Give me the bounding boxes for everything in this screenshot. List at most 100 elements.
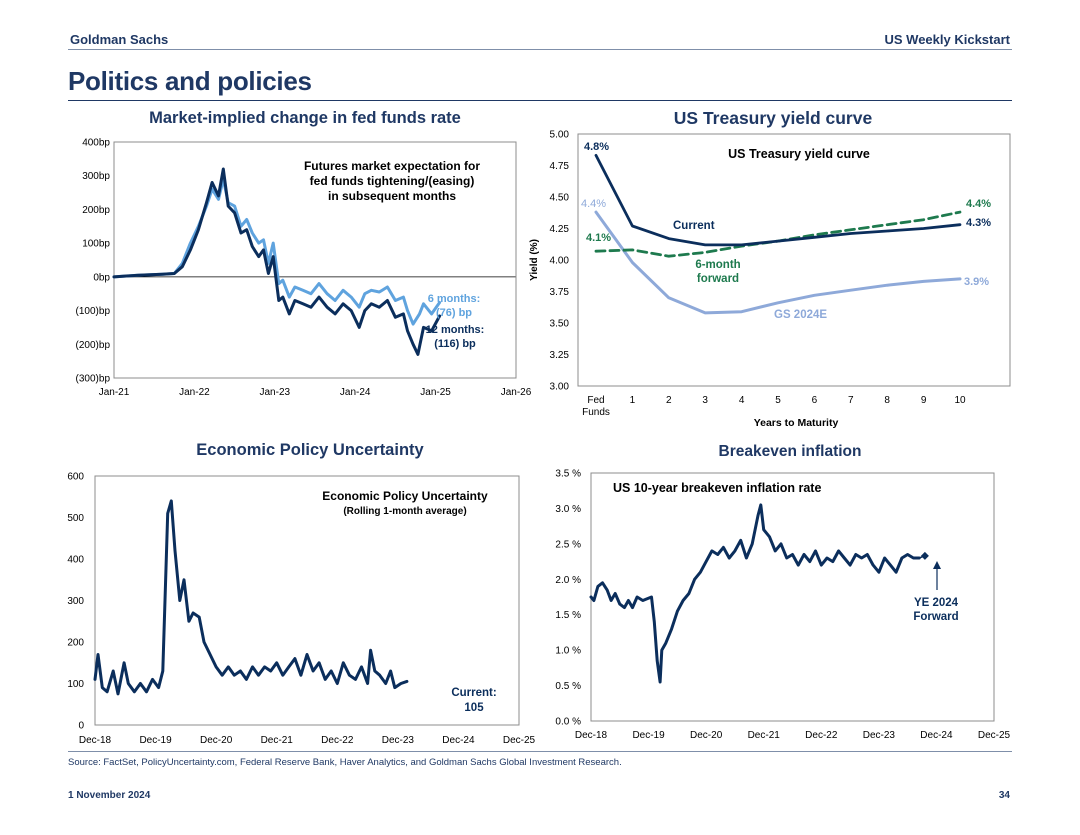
header-brand: Goldman Sachs	[70, 32, 169, 47]
fed-y-tick: (200)bp	[76, 340, 111, 351]
epu-x-tick: Dec-25	[503, 735, 536, 746]
yield-x-tick: 8	[884, 395, 890, 406]
breakeven-forecast-marker	[920, 551, 929, 560]
yield-x-tick: 5	[775, 395, 781, 406]
epu-y-tick: 400	[67, 555, 84, 566]
breakeven-x-tick: Dec-24	[920, 730, 953, 741]
yield-x-tick: 9	[921, 395, 927, 406]
yield-gs-end: 3.9%	[964, 276, 989, 288]
breakeven-y-tick: 1.5 %	[555, 610, 581, 621]
yield-y-tick: 3.25	[550, 350, 570, 361]
fed-x-tick: Jan-22	[179, 387, 210, 398]
breakeven-chart-title: Breakeven inflation	[718, 443, 862, 460]
yield-forward-label-1: 6-month	[695, 259, 740, 271]
epu-x-tick: Dec-21	[261, 735, 294, 746]
page-title: Politics and policies	[68, 66, 312, 96]
epu-x-tick: Dec-23	[382, 735, 415, 746]
epu-current-label-2: 105	[464, 702, 484, 714]
breakeven-y-tick: 1.0 %	[555, 646, 581, 657]
breakeven-x-tick: Dec-20	[690, 730, 723, 741]
yield-y-tick: 4.25	[550, 224, 570, 235]
breakeven-x-tick: Dec-25	[978, 730, 1011, 741]
yield-forward-label-2: forward	[697, 273, 739, 285]
epu-current-label-1: Current:	[451, 687, 496, 699]
yield-x-tick: 1	[630, 395, 636, 406]
fed-annotation-2: fed funds tightening/(easing)	[310, 174, 475, 188]
epu-y-tick: 300	[67, 596, 84, 607]
fed-y-tick: 0bp	[93, 272, 110, 283]
yield-y-tick: 4.75	[550, 161, 570, 172]
yield-xlabel: Years to Maturity	[754, 417, 839, 429]
fed-y-tick: 400bp	[82, 138, 110, 149]
fed-x-tick: Jan-25	[420, 387, 451, 398]
breakeven-x-tick: Dec-21	[748, 730, 781, 741]
fed-x-tick: Jan-23	[260, 387, 291, 398]
yield-plot-frame	[577, 133, 1011, 387]
epu-x-tick: Dec-19	[139, 735, 172, 746]
yield-gs-label: GS 2024E	[774, 309, 827, 321]
yield-forward-start: 4.1%	[586, 232, 611, 244]
epu-y-tick: 0	[78, 721, 84, 732]
fed-y-tick: 100bp	[82, 239, 110, 250]
breakeven-forecast-arrowhead	[933, 561, 941, 569]
epu-chart-title: Economic Policy Uncertainty	[196, 441, 424, 459]
page-number: 34	[998, 790, 1010, 801]
yield-forward-end: 4.4%	[966, 198, 991, 210]
fed-x-tick: Jan-26	[501, 387, 532, 398]
fed-y-tick: 300bp	[82, 171, 110, 182]
yield-y-tick: 3.75	[550, 287, 570, 298]
yield-x-tick: 4	[739, 395, 745, 406]
yield-x-label-funds: Funds	[582, 407, 610, 418]
yield-x-tick: 7	[848, 395, 854, 406]
yield-y-tick: 4.00	[550, 256, 570, 267]
epu-x-tick: Dec-18	[79, 735, 112, 746]
breakeven-x-tick: Dec-23	[863, 730, 896, 741]
yield-x-tick: Fed	[587, 395, 604, 406]
fed-y-tick: 200bp	[82, 205, 110, 216]
fed-annotation-1: Futures market expectation for	[304, 159, 480, 173]
source-note: Source: FactSet, PolicyUncertainty.com, …	[68, 757, 622, 768]
yield-current-label: Current	[673, 220, 715, 232]
breakeven-x-tick: Dec-18	[575, 730, 608, 741]
epu-x-tick: Dec-20	[200, 735, 233, 746]
yield-x-tick: 3	[702, 395, 708, 406]
yield-y-tick: 4.50	[550, 193, 570, 204]
breakeven-x-tick: Dec-22	[805, 730, 838, 741]
header-divider	[68, 49, 1012, 50]
yield-inner-title: US Treasury yield curve	[728, 147, 870, 161]
epu-x-tick: Dec-22	[321, 735, 354, 746]
fed-x-tick: Jan-24	[340, 387, 371, 398]
epu-y-tick: 500	[67, 513, 84, 524]
breakeven-inner-title: US 10-year breakeven inflation rate	[613, 481, 821, 495]
epu-y-tick: 200	[67, 638, 84, 649]
fed-chart-title: Market-implied change in fed funds rate	[149, 109, 461, 127]
fed-y-tick: (100)bp	[76, 306, 111, 317]
epu-series-line	[93, 499, 409, 696]
yield-series-gs-line	[594, 210, 962, 315]
yield-gs-start: 4.4%	[581, 198, 606, 210]
header-publication: US Weekly Kickstart	[884, 32, 1011, 47]
epu-y-tick: 600	[67, 472, 84, 483]
fed-series-12m-line	[112, 167, 442, 356]
epu-x-tick: Dec-24	[442, 735, 475, 746]
footer-date: 1 November 2024	[68, 790, 151, 801]
breakeven-y-tick: 2.0 %	[555, 575, 581, 586]
yield-ylabel: Yield (%)	[529, 239, 540, 281]
title-divider	[68, 100, 1012, 101]
yield-y-tick: 5.00	[550, 130, 570, 141]
fed-6m-label-1: 6 months:	[428, 293, 481, 305]
yield-current-start: 4.8%	[584, 141, 609, 153]
yield-x-tick: 6	[812, 395, 818, 406]
epu-y-tick: 100	[67, 679, 84, 690]
yield-x-tick: 2	[666, 395, 672, 406]
breakeven-forecast-label-2: Forward	[913, 611, 958, 623]
epu-annotation-2: (Rolling 1-month average)	[343, 506, 466, 517]
yield-y-tick: 3.50	[550, 319, 570, 330]
epu-plot-frame	[94, 475, 520, 726]
fed-y-tick: (300)bp	[76, 374, 111, 385]
yield-y-tick: 3.00	[550, 382, 570, 393]
yield-chart-title: US Treasury yield curve	[673, 108, 873, 128]
fed-x-tick: Jan-21	[99, 387, 130, 398]
